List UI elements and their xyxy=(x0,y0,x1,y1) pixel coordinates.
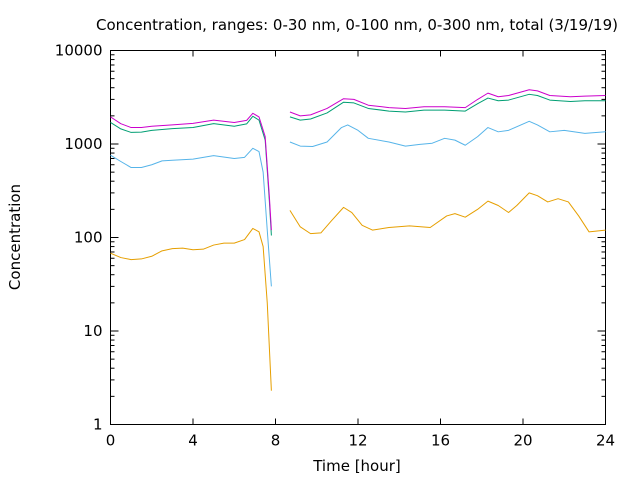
x-tick-label: 0 xyxy=(106,432,116,450)
axis-ticks: 0 4 8 12 16 20 24 1 10 100 1000 10000 xyxy=(55,42,615,450)
series-layer xyxy=(110,89,606,391)
y-tick-label: 10 xyxy=(83,322,102,340)
x-tick-label: 8 xyxy=(271,432,281,450)
y-axis-label: Concentration xyxy=(6,184,24,290)
y-tick-label: 1000 xyxy=(64,135,102,153)
x-tick-label: 16 xyxy=(431,432,450,450)
series-3-line-segment-1 xyxy=(110,115,272,236)
y-tick-label: 1 xyxy=(93,416,103,434)
x-tick-label: 20 xyxy=(513,432,532,450)
chart-title: Concentration, ranges: 0-30 nm, 0-100 nm… xyxy=(96,16,618,34)
x-tick-label: 12 xyxy=(348,432,367,450)
x-tick-label: 24 xyxy=(596,432,615,450)
x-tick-label: 4 xyxy=(188,432,198,450)
series-2-line-segment-1 xyxy=(110,147,272,287)
series-2-line-segment-2 xyxy=(289,120,606,148)
series-3-line-segment-2 xyxy=(289,93,606,121)
y-tick-label: 100 xyxy=(74,229,103,247)
series-1-line-segment-2 xyxy=(289,192,606,235)
y-tick-label: 10000 xyxy=(55,42,103,60)
series-4-line-segment-2 xyxy=(289,89,606,117)
series-1-line-segment-1 xyxy=(110,227,272,391)
series-4-line-segment-1 xyxy=(110,112,272,231)
x-axis-label: Time [hour] xyxy=(312,457,401,475)
plot-frame xyxy=(110,50,606,425)
